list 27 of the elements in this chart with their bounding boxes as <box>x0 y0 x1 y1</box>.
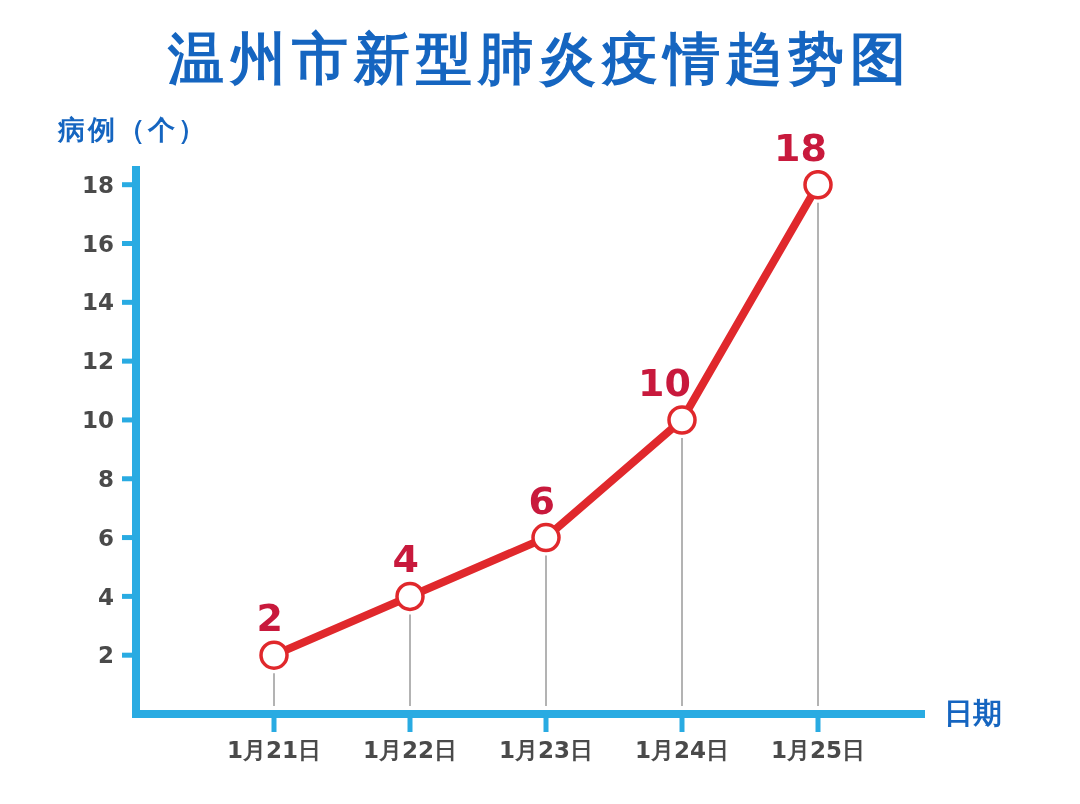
data-label: 2 <box>256 596 283 641</box>
x-tick-label: 1月23日 <box>498 737 594 764</box>
x-tick-label: 1月25日 <box>770 737 866 764</box>
y-tick-label: 4 <box>97 583 114 610</box>
y-tick-label: 12 <box>81 348 114 375</box>
x-tick-label: 1月21日 <box>226 737 322 764</box>
y-axis-title: 病例（个） <box>58 113 208 147</box>
data-label: 18 <box>774 125 827 170</box>
y-tick-label: 18 <box>81 171 114 198</box>
data-label: 4 <box>392 537 419 582</box>
point <box>803 170 833 200</box>
y-tick-label: 10 <box>81 407 114 434</box>
point <box>667 405 697 435</box>
y-tick-label: 6 <box>97 524 114 551</box>
x-tick-label: 1月24日 <box>634 737 730 764</box>
y-tick-label: 14 <box>81 289 114 316</box>
x-tick-label: 1月22日 <box>362 737 458 764</box>
point <box>395 581 425 612</box>
y-tick-label: 16 <box>81 230 114 257</box>
y-tick-label: 2 <box>97 642 114 669</box>
point <box>531 522 561 553</box>
data-label: 6 <box>528 478 555 523</box>
point <box>259 640 289 670</box>
x-axis-title: 日期 <box>944 695 1002 732</box>
chart-title: 温州市新型肺炎疫情趋势图 <box>166 25 913 93</box>
y-tick-label: 8 <box>97 465 114 492</box>
data-label: 10 <box>638 360 691 405</box>
